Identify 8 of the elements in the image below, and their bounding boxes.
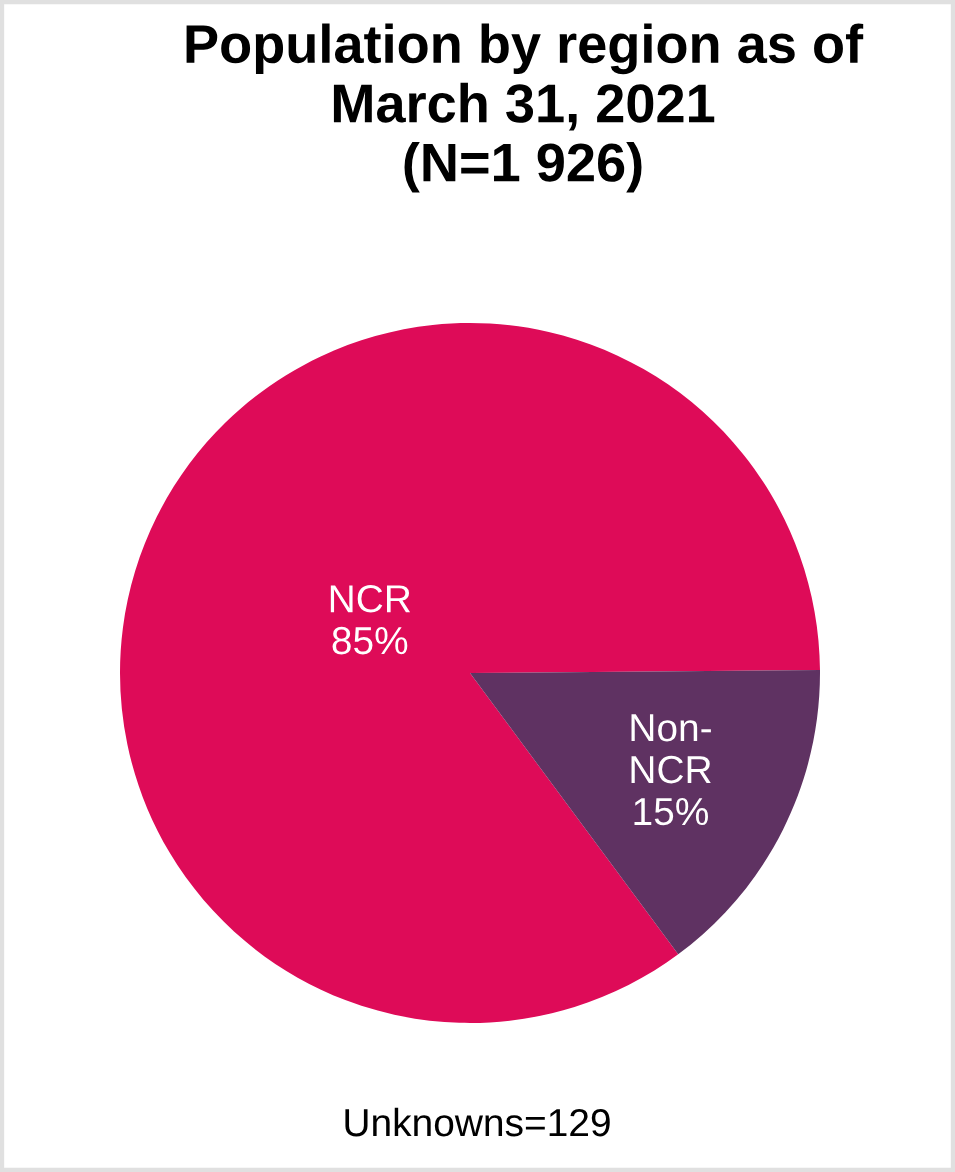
slice-label: NCR [330,584,411,613]
data-label: 15% [634,797,708,826]
data-label: 85% [332,626,408,655]
slice-label: Non-NCR [631,714,711,784]
chart-title: Population by region as of March 31, 2021 (N=1 926) [186,23,864,193]
pie-slice [120,323,820,1023]
pie-slice [470,669,820,955]
text: Unknowns=129 [345,1107,610,1137]
